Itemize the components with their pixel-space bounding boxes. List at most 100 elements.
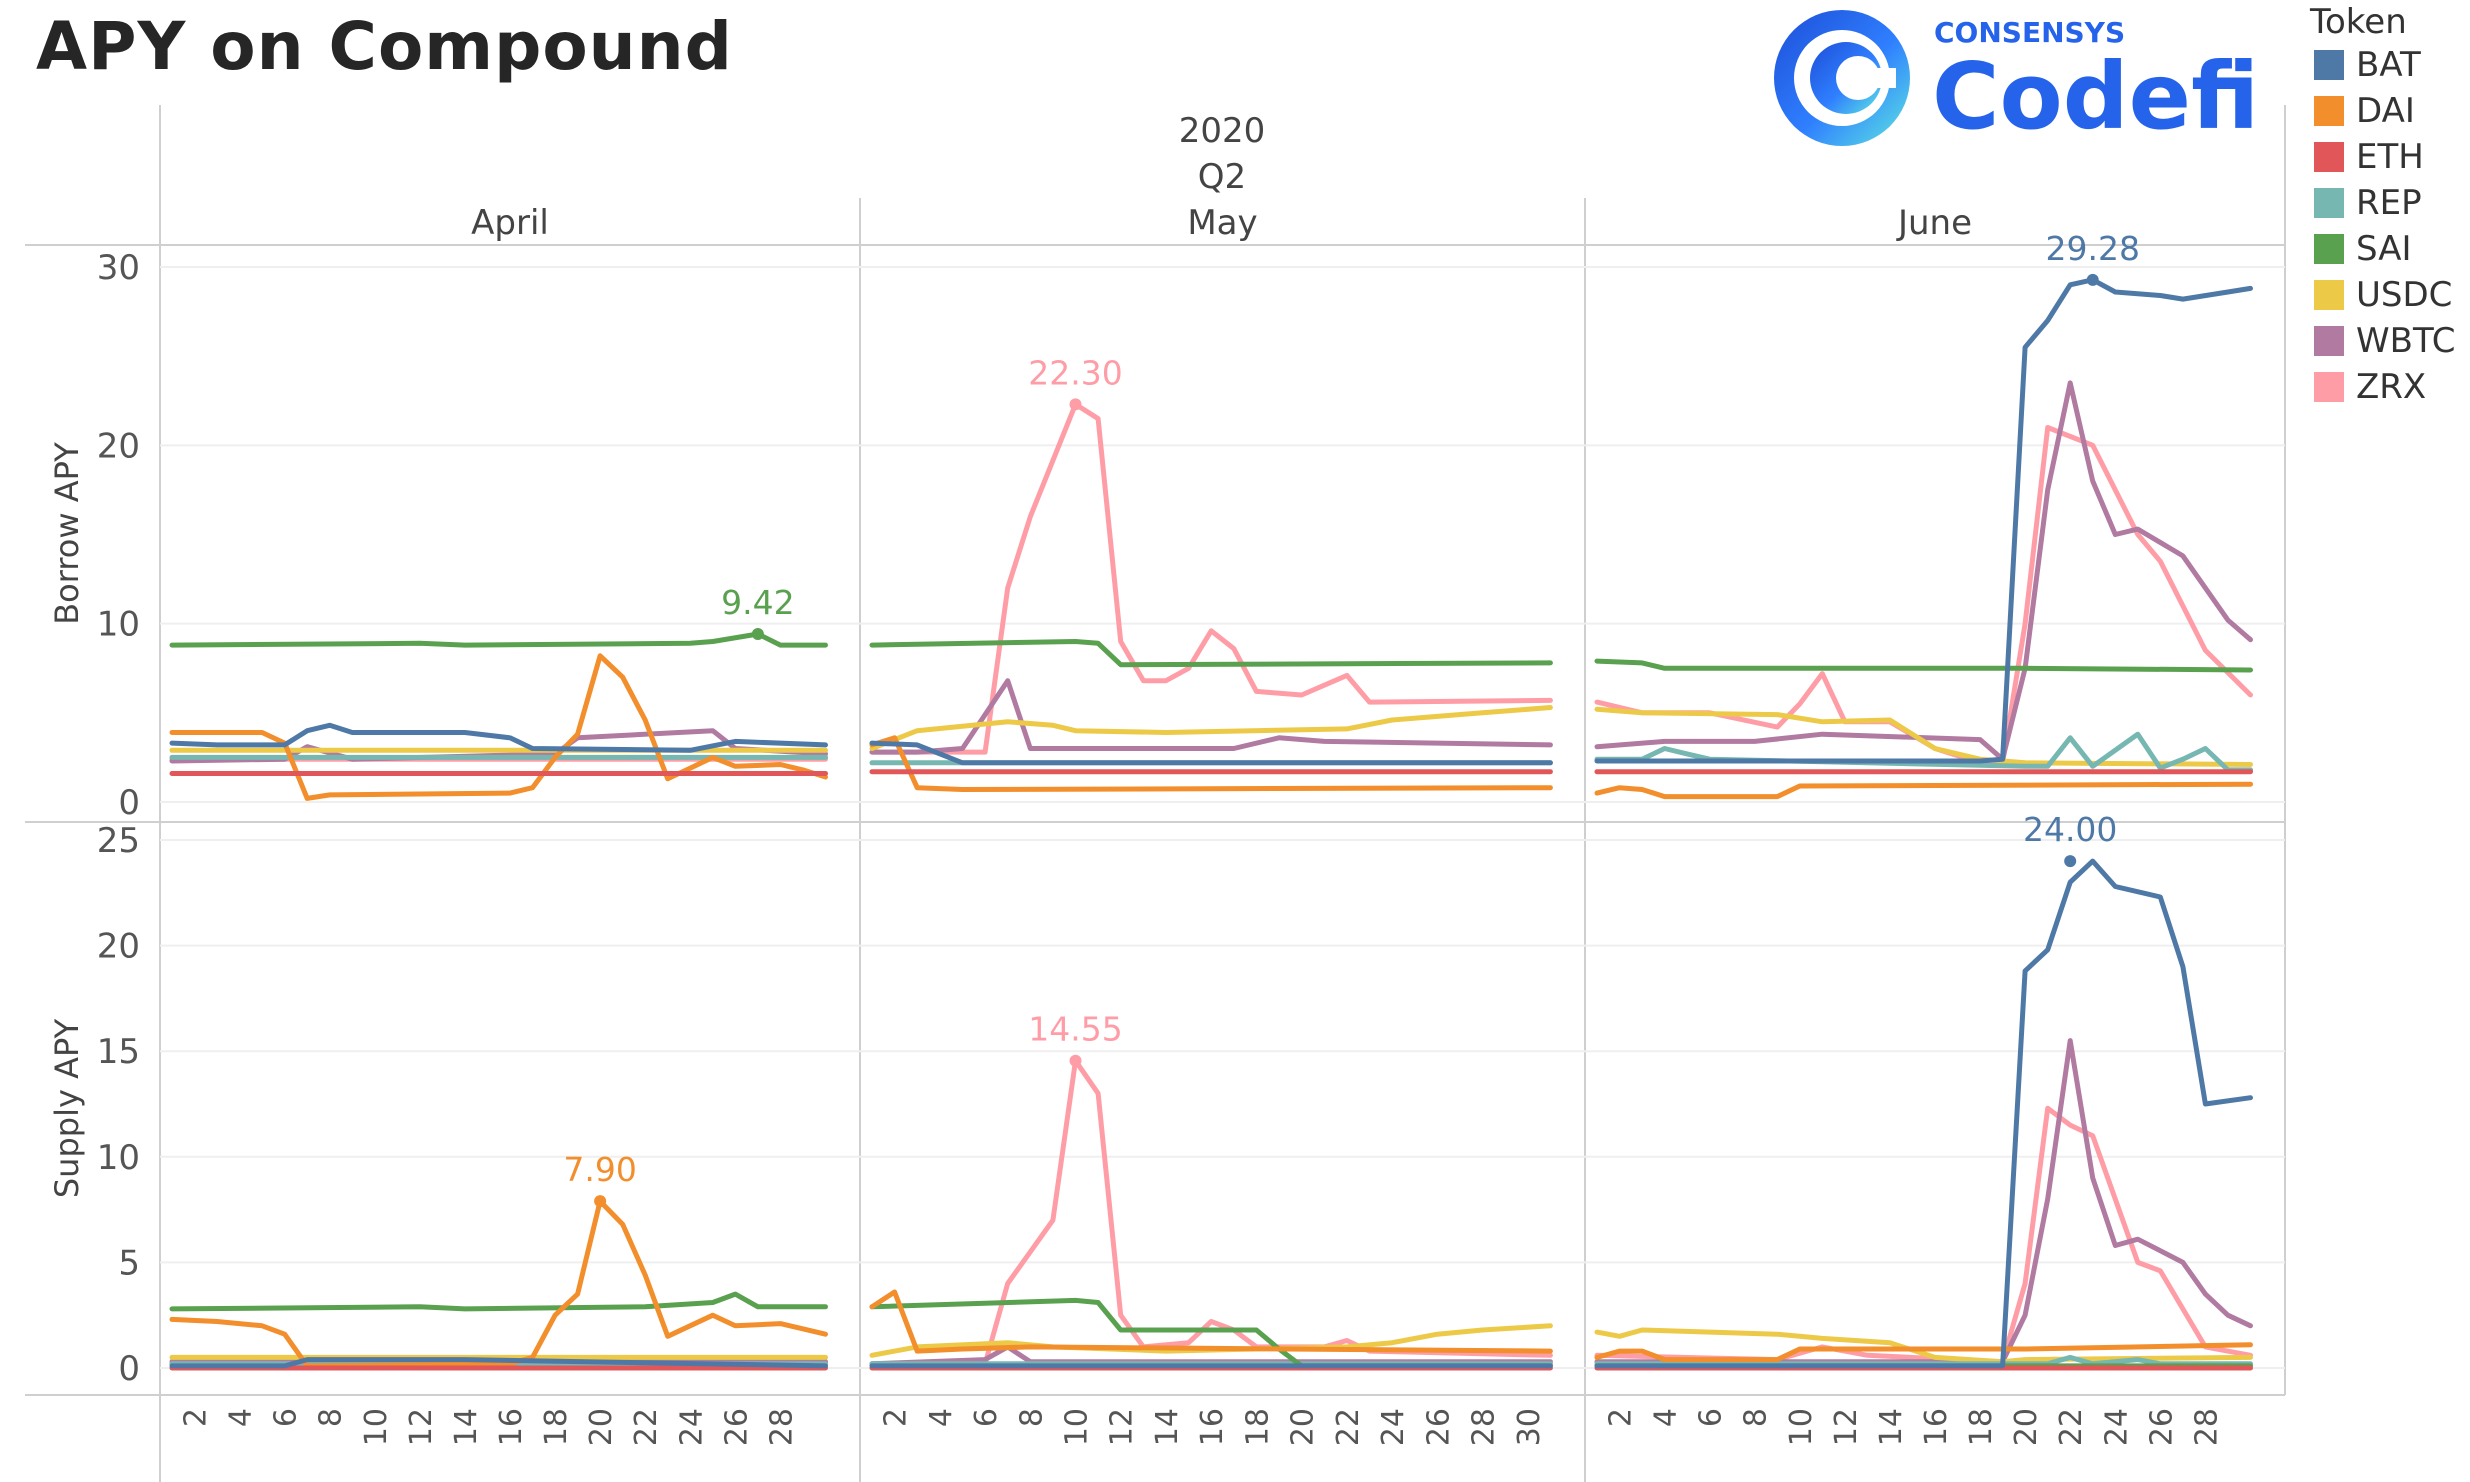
legend-label: USDC [2356, 275, 2453, 315]
series-line-rep-borrow [1594, 731, 2253, 773]
legend-item-bat[interactable]: BAT [2310, 44, 2470, 90]
legend-item-usdc[interactable]: USDC [2310, 274, 2470, 320]
x-tick-label: 20 [584, 1408, 619, 1446]
y-tick-label: 10 [97, 1138, 140, 1178]
annotation-marker [594, 1195, 607, 1208]
legend-swatch [2314, 142, 2344, 172]
series-line-dai-supply [1594, 1342, 2253, 1363]
legend-swatch [2314, 96, 2344, 126]
annotation-label: 9.42 [721, 583, 794, 622]
x-tick-label: 16 [494, 1408, 529, 1446]
legend-title: Token [2310, 2, 2407, 42]
x-tick-label: 2 [179, 1408, 214, 1427]
logo-brand-main: Codefi [1932, 43, 2259, 150]
legend: Token BAT DAI ETH REP SAI USDC WBTC ZRX [2310, 0, 2470, 412]
legend-swatch [2314, 326, 2344, 356]
x-tick-label: 26 [1421, 1408, 1456, 1446]
x-tick-label: 16 [1919, 1408, 1954, 1446]
series-line-zrx-supply [1594, 1105, 2253, 1365]
x-tick-label: 26 [2144, 1408, 2179, 1446]
x-tick-label: 8 [1739, 1408, 1774, 1427]
series-line-dai-borrow [169, 653, 828, 801]
x-tick-label: 30 [1512, 1408, 1547, 1446]
x-tick-label: 26 [719, 1408, 754, 1446]
legend-item-eth[interactable]: ETH [2310, 136, 2470, 182]
x-tick-label: 4 [1649, 1408, 1684, 1427]
x-tick-label: 24 [674, 1408, 709, 1446]
series-line-bat-borrow [1594, 277, 2253, 764]
legend-swatch [2314, 234, 2344, 264]
x-tick-label: 22 [2054, 1408, 2089, 1446]
series-line-dai-borrow [1594, 781, 2253, 800]
y-tick-label: 5 [118, 1243, 140, 1283]
annotation-label: 14.55 [1028, 1010, 1122, 1049]
header-quarter: Q2 [1198, 157, 1246, 197]
series-line-zrx-borrow [869, 401, 1553, 755]
annotation-label: 29.28 [2045, 229, 2139, 268]
x-tick-label: 2 [879, 1408, 914, 1427]
series-line-usdc-borrow [869, 705, 1553, 751]
x-tick-label: 6 [269, 1408, 304, 1427]
x-tick-label: 8 [1014, 1408, 1049, 1427]
y-tick-label: 25 [97, 821, 140, 861]
month-header-june: June [1896, 203, 1972, 243]
annotation-marker [751, 628, 764, 641]
series-line-sai-borrow [1594, 658, 2253, 673]
annotation-marker [1069, 398, 1082, 411]
legend-item-zrx[interactable]: ZRX [2310, 366, 2470, 412]
x-tick-label: 14 [1874, 1408, 1909, 1446]
series-line-sai-supply [869, 1297, 1553, 1369]
x-tick-label: 14 [449, 1408, 484, 1446]
x-tick-label: 20 [1286, 1408, 1321, 1446]
legend-item-dai[interactable]: DAI [2310, 90, 2470, 136]
legend-label: ZRX [2356, 367, 2427, 407]
legend-swatch [2314, 188, 2344, 218]
x-tick-label: 22 [1331, 1408, 1366, 1446]
series-line-sai-supply [169, 1291, 828, 1312]
x-tick-label: 8 [314, 1408, 349, 1427]
x-tick-label: 20 [2009, 1408, 2044, 1446]
legend-swatch [2314, 50, 2344, 80]
legend-item-sai[interactable]: SAI [2310, 228, 2470, 274]
x-tick-label: 6 [969, 1408, 1004, 1427]
legend-swatch [2314, 372, 2344, 402]
x-tick-label: 18 [1240, 1408, 1275, 1446]
annotation-marker [1069, 1054, 1082, 1067]
x-tick-label: 12 [404, 1408, 439, 1446]
legend-item-wbtc[interactable]: WBTC [2310, 320, 2470, 366]
x-tick-label: 6 [1694, 1408, 1729, 1427]
legend-label: ETH [2356, 137, 2424, 177]
y-tick-label: 10 [97, 605, 140, 645]
series-line-sai-borrow [869, 639, 1553, 668]
y-axis-label: Borrow APY [48, 442, 86, 625]
y-tick-label: 20 [97, 426, 140, 466]
legend-label: SAI [2356, 229, 2412, 269]
legend-swatch [2314, 280, 2344, 310]
annotation-marker [2064, 855, 2077, 868]
codefi-logo-mark: CONSENSYS Codefi [1774, 10, 2259, 150]
annotation-label: 22.30 [1028, 353, 1122, 392]
y-tick-label: 0 [118, 783, 140, 823]
y-tick-label: 15 [97, 1032, 140, 1072]
month-header-may: May [1187, 203, 1257, 243]
x-tick-label: 12 [1105, 1408, 1140, 1446]
x-tick-label: 28 [764, 1408, 799, 1446]
y-tick-label: 0 [118, 1349, 140, 1389]
codefi-logo: CONSENSYS Codefi [1770, 0, 2270, 160]
legend-label: BAT [2356, 45, 2421, 85]
legend-label: REP [2356, 183, 2422, 223]
series-line-usdc-borrow [1594, 706, 2253, 767]
series-line-wbtc-borrow [1594, 380, 2253, 762]
x-tick-label: 24 [2099, 1408, 2134, 1446]
month-header-april: April [471, 203, 549, 243]
series-line-bat-supply [169, 1357, 828, 1369]
y-axis-label: Supply APY [48, 1018, 86, 1198]
legend-item-rep[interactable]: REP [2310, 182, 2470, 228]
x-tick-label: 22 [629, 1408, 664, 1446]
x-tick-label: 4 [924, 1408, 959, 1427]
annotation-label: 24.00 [2023, 810, 2117, 849]
logo-brand-top: CONSENSYS [1934, 16, 2125, 49]
chart-title: APY on Compound [36, 8, 733, 85]
x-tick-label: 12 [1829, 1408, 1864, 1446]
header-year: 2020 [1179, 111, 1266, 151]
